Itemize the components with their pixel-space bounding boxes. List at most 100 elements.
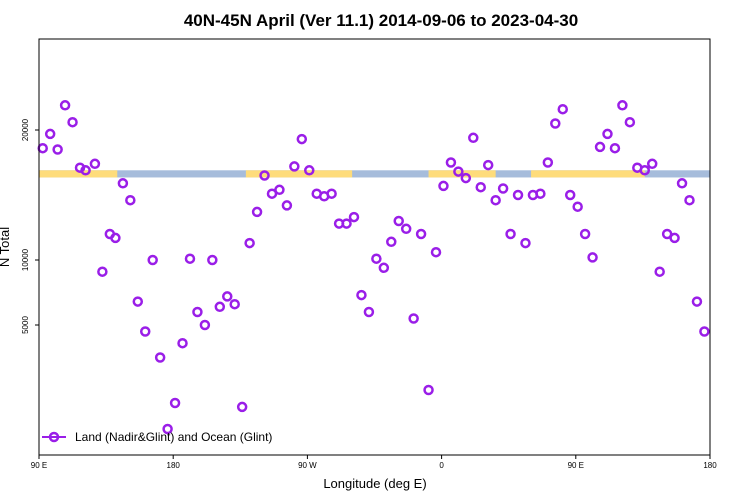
data-point [132, 296, 144, 307]
data-point [468, 132, 479, 144]
data-point [602, 128, 613, 140]
data-point [572, 201, 583, 212]
data-point [378, 262, 390, 274]
data-point [97, 266, 108, 277]
data-point [37, 142, 48, 154]
data-point [386, 236, 397, 248]
data-point [408, 313, 419, 324]
data-point [453, 166, 464, 177]
data-point [289, 161, 300, 172]
data-point [52, 144, 63, 155]
data-point [236, 401, 248, 413]
data-point [207, 254, 218, 266]
data-point [192, 306, 203, 318]
data-point [356, 289, 367, 301]
data-point [222, 291, 233, 302]
y-tick-label: 20000 [21, 118, 30, 141]
data-point [438, 180, 449, 192]
x-tick-label: 90 E [568, 461, 584, 470]
x-tick-label: 0 [439, 461, 444, 470]
data-point [296, 133, 308, 145]
legend-marker [48, 431, 60, 443]
data-point [460, 172, 472, 184]
data-point [594, 141, 606, 153]
data-point [550, 118, 561, 129]
data-point [512, 189, 524, 201]
data-point [505, 228, 516, 240]
x-tick-label: 180 [167, 461, 181, 470]
x-axis: 90 E 180 90 W 0 90 E 180 [31, 455, 717, 470]
data-point [259, 170, 270, 181]
data-point [542, 157, 554, 168]
data-point [475, 181, 486, 193]
data-point [393, 215, 404, 227]
y-tick-label: 5000 [21, 316, 30, 334]
x-axis-label: Longitude (deg E) [323, 476, 426, 491]
data-point [251, 206, 263, 218]
data-point [497, 183, 509, 194]
data-point [564, 189, 576, 201]
data-point [535, 188, 546, 199]
data-point [184, 253, 196, 264]
data-point [326, 188, 337, 199]
x-tick-label: 90 W [298, 461, 317, 470]
data-point [617, 100, 628, 111]
data-point [59, 100, 71, 111]
data-point [80, 165, 91, 176]
data-point [430, 246, 442, 258]
data-point [110, 232, 121, 244]
data-point [199, 319, 211, 331]
data-point [125, 194, 136, 206]
data-point [490, 194, 501, 206]
data-point [684, 194, 695, 206]
chart-title: 40N-45N April (Ver 11.1) 2014-09-06 to 2… [184, 11, 578, 30]
data-point [482, 159, 494, 171]
data-point [341, 218, 352, 229]
data-point [162, 423, 173, 435]
data-point [244, 237, 255, 249]
land-band [531, 170, 645, 178]
data-point [177, 337, 188, 349]
land-band [245, 170, 353, 178]
y-tick-label: 10000 [21, 248, 30, 271]
x-tick-label: 90 E [31, 461, 47, 470]
data-point [274, 184, 285, 196]
data-points [37, 100, 710, 435]
x-tick-label: 180 [703, 461, 717, 470]
data-point [400, 223, 412, 235]
data-point [415, 228, 427, 240]
data-point [67, 116, 78, 128]
data-point [699, 326, 710, 337]
data-point [639, 165, 651, 176]
data-point [281, 200, 293, 211]
data-point [89, 158, 101, 170]
data-point [147, 254, 158, 266]
data-point [117, 178, 129, 189]
data-point [691, 296, 703, 307]
plot-frame [38, 38, 711, 456]
y-axis: 5000 10000 20000 [21, 118, 39, 334]
data-point [587, 252, 598, 263]
data-point [579, 228, 591, 240]
data-point [445, 157, 457, 168]
data-point [229, 298, 240, 310]
data-point [169, 397, 181, 409]
data-point [520, 237, 531, 249]
surface-strip [39, 170, 710, 178]
data-point [371, 253, 382, 264]
data-point [304, 165, 315, 176]
data-point [214, 301, 226, 313]
land-band [39, 170, 118, 178]
data-point [669, 232, 680, 244]
data-point [646, 158, 658, 170]
legend-label: Land (Nadir&Glint) and Ocean (Glint) [75, 430, 272, 444]
data-point [624, 116, 636, 128]
data-point [363, 306, 375, 318]
data-point [423, 384, 434, 396]
data-point [676, 178, 688, 189]
data-point [557, 103, 569, 115]
data-point [609, 142, 621, 154]
data-point [139, 326, 151, 337]
data-point [348, 211, 360, 223]
